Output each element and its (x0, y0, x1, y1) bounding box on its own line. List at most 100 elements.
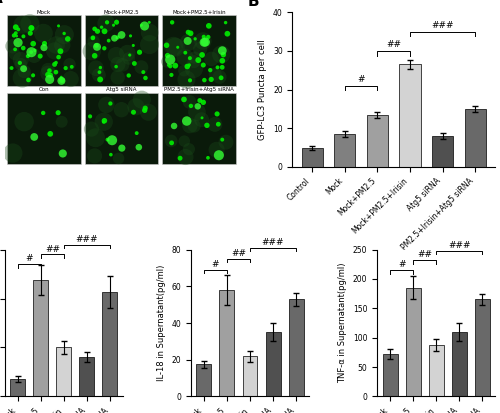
Point (114, 61, 122, 68)
Point (46, 131, 54, 137)
Point (90, 52, 98, 59)
Point (118, 107, 126, 113)
Point (218, 57, 226, 64)
Point (200, 77, 208, 83)
Point (198, 114, 206, 121)
Point (20, 33, 28, 40)
Point (95, 72, 103, 78)
Point (182, 154, 190, 160)
Point (96, 64, 104, 71)
Point (86, 113, 94, 120)
Point (8, 43, 16, 50)
Point (112, 19, 120, 26)
Point (114, 34, 122, 41)
Point (27, 25, 35, 31)
Point (166, 63, 174, 69)
Point (146, 41, 154, 48)
Text: #: # (26, 254, 33, 263)
FancyBboxPatch shape (84, 93, 158, 164)
Bar (102, 292, 118, 396)
Point (46, 72, 54, 78)
Bar (288, 299, 304, 396)
Text: PM2.5+Irisin+Atg5 siRNA: PM2.5+Irisin+Atg5 siRNA (164, 87, 234, 92)
Point (118, 32, 126, 38)
Point (200, 39, 208, 45)
Point (16, 59, 24, 66)
Point (64, 36, 72, 42)
Point (96, 76, 104, 83)
Point (138, 64, 145, 71)
Point (217, 51, 225, 58)
Point (168, 19, 176, 26)
Point (90, 38, 98, 45)
Point (103, 19, 111, 26)
Point (130, 42, 138, 49)
Point (183, 63, 191, 70)
Point (130, 109, 138, 116)
Point (200, 99, 207, 106)
Bar (367, 115, 388, 167)
Point (125, 55, 133, 62)
Point (58, 42, 66, 49)
Point (196, 46, 204, 52)
Point (28, 49, 36, 55)
Point (20, 65, 28, 72)
Text: Mock+PM2.5+Irisin: Mock+PM2.5+Irisin (172, 9, 226, 15)
FancyBboxPatch shape (162, 93, 236, 164)
Point (14, 26, 22, 33)
Text: #: # (358, 75, 365, 84)
Point (130, 60, 138, 67)
Bar (382, 354, 398, 396)
Point (187, 102, 195, 109)
Point (204, 34, 212, 40)
Bar (242, 356, 258, 396)
Point (186, 30, 194, 37)
Bar (400, 64, 420, 167)
Point (206, 67, 214, 74)
Point (104, 136, 112, 143)
Bar (452, 332, 466, 396)
Point (112, 63, 120, 70)
FancyBboxPatch shape (7, 93, 80, 164)
Point (44, 70, 52, 77)
Bar (34, 280, 48, 396)
Point (218, 136, 226, 143)
Point (100, 117, 108, 124)
Point (145, 19, 153, 26)
Point (164, 62, 172, 69)
Point (182, 50, 190, 56)
Bar (80, 357, 94, 396)
Point (52, 59, 60, 66)
Point (216, 74, 224, 80)
Point (44, 71, 52, 78)
Point (118, 145, 126, 152)
Text: Con: Con (38, 87, 49, 92)
Point (172, 62, 179, 69)
Point (110, 22, 118, 28)
Text: ###: ### (432, 21, 454, 30)
Point (106, 100, 114, 107)
Point (180, 96, 188, 103)
Point (200, 62, 207, 68)
Bar (474, 299, 490, 396)
Bar (432, 136, 453, 167)
Point (174, 44, 182, 50)
Point (19, 45, 27, 51)
FancyBboxPatch shape (7, 15, 80, 86)
Point (104, 37, 112, 44)
Point (31, 47, 39, 54)
Point (182, 76, 190, 83)
Point (212, 147, 220, 153)
Text: ###: ### (448, 241, 470, 250)
Point (108, 137, 116, 144)
Point (11, 51, 19, 58)
Point (184, 38, 192, 44)
Point (211, 121, 219, 128)
Point (112, 52, 120, 59)
Point (60, 30, 68, 37)
Point (89, 35, 97, 41)
Text: ##: ## (45, 244, 60, 254)
Point (66, 76, 74, 82)
Text: A: A (0, 0, 3, 6)
Point (118, 62, 126, 68)
